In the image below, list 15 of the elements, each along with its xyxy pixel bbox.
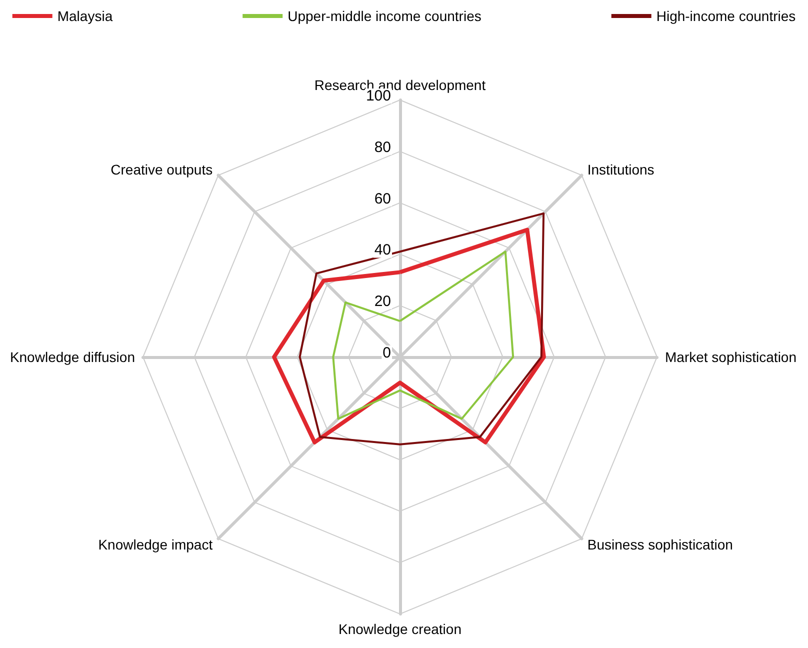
- legend-label: High-income countries: [656, 8, 796, 24]
- spoke-label: Market sophistication: [665, 349, 797, 365]
- y-tick-label: 60: [374, 190, 391, 208]
- y-tick-label: 80: [374, 138, 391, 156]
- spoke-label: Business sophistication: [587, 536, 733, 552]
- y-tick-label: 20: [374, 293, 391, 310]
- y-tick-label: 0: [382, 344, 391, 362]
- legend-label: Upper-middle income countries: [288, 8, 482, 24]
- spoke-label: Knowledge diffusion: [10, 349, 135, 365]
- y-tick-label: 40: [374, 242, 391, 259]
- spoke-label: Creative outputs: [110, 162, 213, 178]
- legend-label: Malaysia: [57, 8, 113, 24]
- spoke-label: Knowledge impact: [98, 536, 213, 552]
- spoke-label: Knowledge creation: [338, 621, 462, 637]
- spoke-label: Institutions: [587, 162, 654, 178]
